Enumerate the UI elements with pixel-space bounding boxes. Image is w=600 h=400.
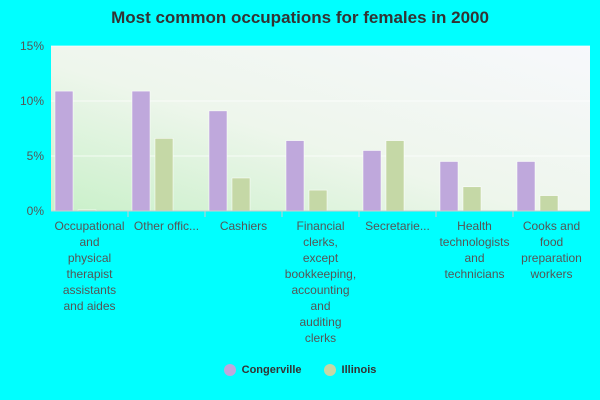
legend-label: Illinois [341,364,377,376]
bar-illinois[interactable] [539,195,559,212]
legend-swatch [223,364,236,376]
x-tick-label: Occupational and physical therapist assistan… [54,219,124,313]
bar-illinois[interactable] [231,177,251,212]
x-tick-label: Other offic... [134,219,199,233]
bar-illinois[interactable] [308,189,328,212]
legend-label: Congerville [241,364,302,376]
bar-congerville[interactable] [516,161,536,212]
x-tick-label: Financial clerks, except bookkeeping, accoun… [285,219,356,345]
bar-congerville[interactable] [208,110,228,212]
bar-illinois[interactable] [385,140,405,212]
bar-congerville[interactable] [131,90,151,212]
bar-congerville[interactable] [362,150,382,212]
x-tick-label: Secretarie... [365,219,430,233]
y-tick-label: 15% [20,39,44,53]
bar-congerville[interactable] [285,140,305,212]
bar-congerville[interactable] [439,161,459,212]
y-tick-label: 10% [20,94,44,108]
legend: Congerville Illinois [0,364,600,376]
x-tick-label: Health technologists and technicians [439,219,509,281]
legend-item-illinois: Illinois [323,364,377,376]
bar-illinois[interactable] [154,138,174,212]
chart-title: Most common occupations for females in 2… [111,8,489,27]
bar-illinois[interactable] [462,186,482,212]
y-tick-label: 5% [27,149,45,163]
legend-swatch [323,364,336,376]
legend-item-congerville: Congerville [223,364,302,376]
y-tick-label: 0% [27,204,45,218]
x-tick-label: Cashiers [220,219,267,233]
x-tick-label: Cooks and food preparation workers [521,219,582,281]
bar-congerville[interactable] [54,90,74,212]
